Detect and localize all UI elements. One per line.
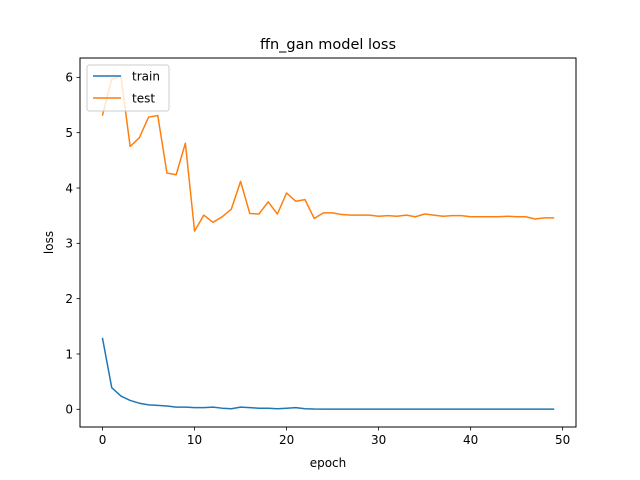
x-tick-label: 40 (463, 433, 478, 447)
x-tick-label: 30 (371, 433, 386, 447)
y-axis-label: loss (42, 231, 56, 254)
y-tick-label: 4 (65, 181, 73, 195)
series-train-line (101, 337, 555, 410)
y-tick-label: 1 (65, 347, 73, 361)
x-tick-label: 0 (99, 433, 107, 447)
x-tick-label: 50 (555, 433, 570, 447)
series-layer (101, 75, 555, 410)
x-tick-label: 20 (279, 433, 294, 447)
x-axis: 0 10 20 30 40 50 (99, 427, 570, 447)
chart-title: ffn_gan model loss (260, 37, 396, 53)
x-tick-label: 10 (187, 433, 202, 447)
x-axis-label: epoch (310, 456, 347, 470)
y-tick-label: 3 (65, 237, 73, 251)
y-tick-label: 2 (65, 292, 73, 306)
y-tick-label: 0 (65, 403, 73, 417)
plot-frame (79, 57, 577, 428)
legend-test-label: test (132, 91, 155, 105)
legend-train-label: train (132, 69, 160, 83)
y-tick-label: 5 (65, 126, 73, 140)
y-tick-label: 6 (65, 71, 73, 85)
y-axis: 0 1 2 3 4 5 6 (65, 71, 80, 417)
series-test-line (101, 75, 555, 232)
legend: train test (86, 64, 170, 112)
